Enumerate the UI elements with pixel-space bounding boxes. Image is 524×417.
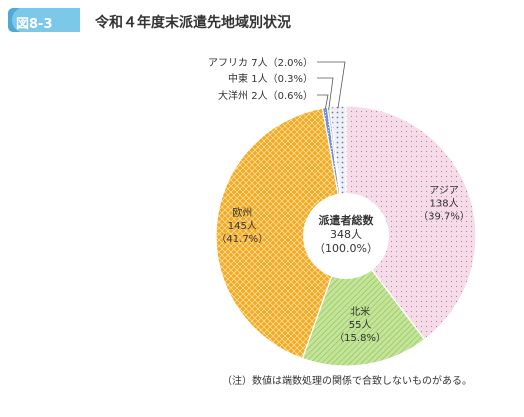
- pie-center-label-line: 派遣者総数: [319, 213, 375, 227]
- pie-center-hole: [303, 193, 389, 279]
- pie-slice-north-america: [301, 234, 426, 367]
- slice-label: 138人: [429, 198, 458, 210]
- slice-label: 欧州: [232, 207, 252, 219]
- pie-center-label-line: 348人: [330, 228, 362, 241]
- slice-label: （41.7%）: [216, 233, 268, 245]
- slice-label: （39.7%）: [418, 211, 470, 223]
- outside-slice-label: 大洋州 2人（0.6%）: [218, 89, 313, 102]
- figure-note: （注）数値は端数処理の関係で合致しないものがある。: [222, 376, 472, 387]
- leader-line: [317, 94, 329, 110]
- slice-label: （15.8%）: [334, 332, 386, 344]
- leader-line: [317, 77, 334, 110]
- slice-label: アジア: [429, 186, 459, 197]
- pie-center-label-line: （100.0%）: [314, 242, 378, 255]
- figure-number: 図8-3: [16, 17, 53, 32]
- figure-title: 令和４年度末派遣先地域別状況: [95, 15, 291, 31]
- slice-label: 北米: [350, 305, 370, 318]
- slice-label: 55人: [349, 319, 372, 331]
- pie-slice-europe: [215, 107, 347, 360]
- figure-badge: [8, 8, 80, 32]
- leader-line: [317, 61, 346, 109]
- pie-slice-asia: [345, 105, 477, 341]
- slice-label: 145人: [228, 220, 257, 232]
- outside-slice-label: 中東 1人（0.3%）: [228, 72, 313, 85]
- outside-slice-label: アフリカ 7人（2.0%）: [208, 57, 313, 69]
